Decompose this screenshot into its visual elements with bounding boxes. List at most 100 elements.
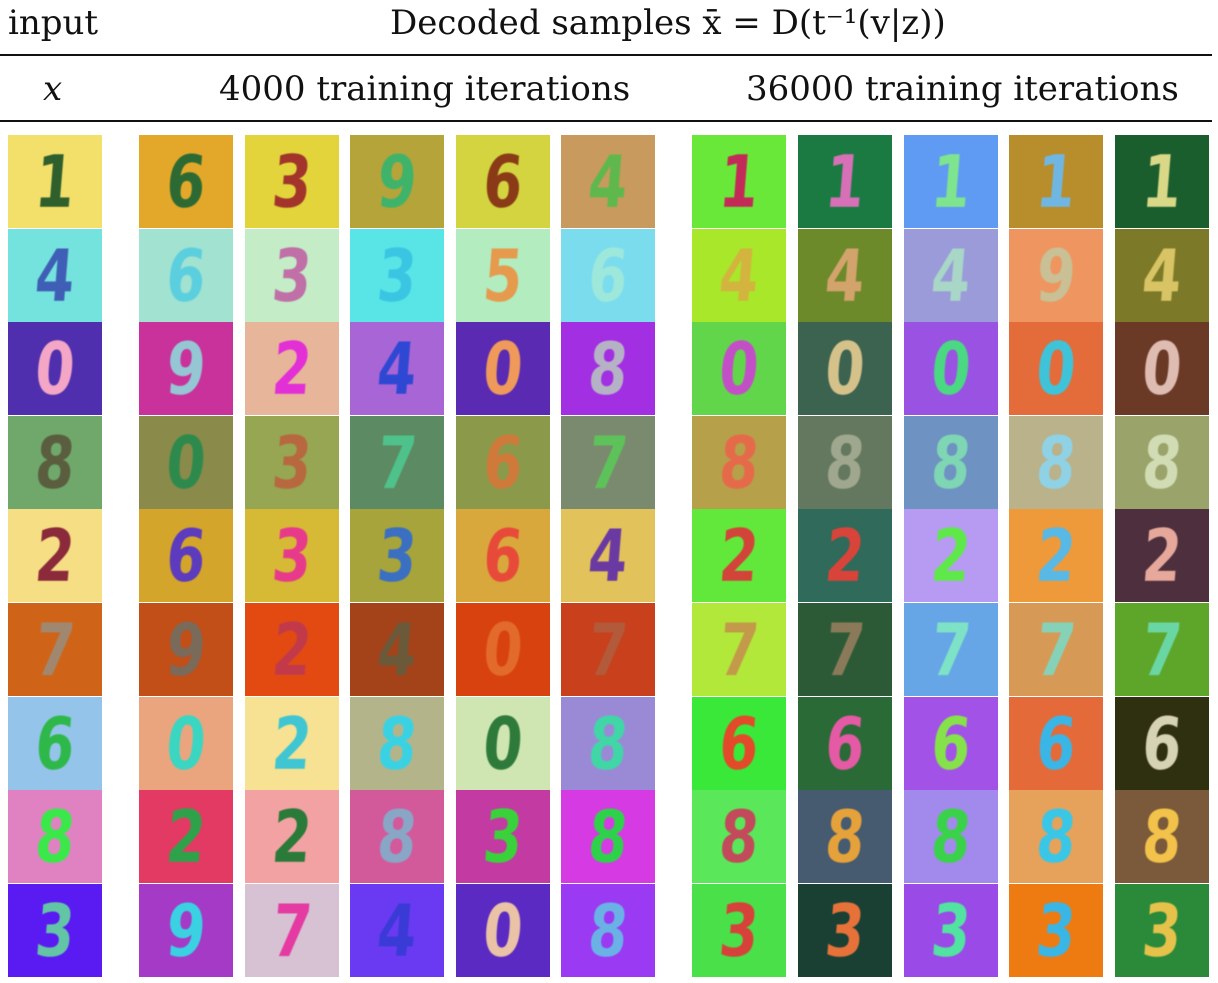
digit-glyph: 4 <box>374 607 420 692</box>
digit-glyph: 0 <box>480 326 526 411</box>
sample-4000-tile: 2 <box>245 603 339 696</box>
digit-glyph: 1 <box>1139 139 1185 224</box>
digit-glyph: 6 <box>480 420 526 505</box>
sample-4000-tile: 4 <box>350 322 444 415</box>
sample-4000-tile: 2 <box>139 790 233 883</box>
digit-glyph: 2 <box>269 794 315 879</box>
digit-glyph: 1 <box>1033 139 1079 224</box>
digit-glyph: 8 <box>1033 794 1079 879</box>
digit-glyph: 0 <box>480 607 526 692</box>
sample-4000-tile: 0 <box>139 697 233 790</box>
sample-36000-tile: 7 <box>1115 603 1209 696</box>
digit-glyph: 7 <box>585 420 631 505</box>
sample-4000-tile: 9 <box>139 884 233 977</box>
sample-36000-tile: 8 <box>1115 416 1209 509</box>
digit-glyph: 4 <box>374 888 420 973</box>
digit-glyph: 2 <box>822 513 868 598</box>
digit-glyph: 7 <box>716 607 762 692</box>
sample-36000-tile: 8 <box>1115 790 1209 883</box>
digit-glyph: 1 <box>716 139 762 224</box>
digit-glyph: 6 <box>585 233 631 318</box>
digit-glyph: 3 <box>32 888 78 973</box>
input-sample-tile: 6 <box>8 697 102 790</box>
sample-36000-tile: 6 <box>1009 697 1103 790</box>
sample-4000-tile: 2 <box>245 697 339 790</box>
digit-glyph: 1 <box>822 139 868 224</box>
digit-glyph: 6 <box>928 701 974 786</box>
sample-4000-tile: 8 <box>350 790 444 883</box>
digit-glyph: 3 <box>374 233 420 318</box>
sample-36000-tile: 1 <box>1115 135 1209 228</box>
digit-glyph: 2 <box>269 326 315 411</box>
sample-36000-tile: 7 <box>1009 603 1103 696</box>
digit-glyph: 2 <box>163 794 209 879</box>
sample-36000-tile: 6 <box>1115 697 1209 790</box>
digit-glyph: 4 <box>585 139 631 224</box>
sample-4000-tile: 8 <box>561 697 655 790</box>
digit-glyph: 2 <box>1033 513 1079 598</box>
sample-36000-tile: 8 <box>1009 790 1103 883</box>
sample-4000-tile: 4 <box>561 509 655 602</box>
digit-glyph: 3 <box>374 513 420 598</box>
digit-glyph: 3 <box>716 888 762 973</box>
sample-36000-tile: 8 <box>1009 416 1103 509</box>
digit-glyph: 8 <box>585 701 631 786</box>
sample-4000-tile: 3 <box>350 509 444 602</box>
x-column-header: x <box>43 69 63 109</box>
sample-36000-tile: 0 <box>904 322 998 415</box>
input-sample-tile: 8 <box>8 416 102 509</box>
sample-36000-tile: 8 <box>692 416 786 509</box>
sample-4000-tile: 3 <box>245 509 339 602</box>
sample-4000-tile: 7 <box>245 884 339 977</box>
sample-4000-tile: 3 <box>245 229 339 322</box>
sample-36000-tile: 3 <box>1115 884 1209 977</box>
input-sample-tile: 3 <box>8 884 102 977</box>
digit-glyph: 7 <box>374 420 420 505</box>
group-36000-header: 36000 training iterations <box>746 69 1179 109</box>
digit-glyph: 7 <box>928 607 974 692</box>
digit-glyph: 6 <box>1033 701 1079 786</box>
sample-36000-tile: 8 <box>798 416 892 509</box>
digit-glyph: 0 <box>822 326 868 411</box>
group-4000-header: 4000 training iterations <box>219 69 631 109</box>
digit-glyph: 4 <box>32 233 78 318</box>
sample-36000-tile: 9 <box>1009 229 1103 322</box>
digit-glyph: 2 <box>1139 513 1185 598</box>
sample-36000-tile: 4 <box>1115 229 1209 322</box>
sample-36000-tile: 2 <box>904 509 998 602</box>
digit-glyph: 6 <box>163 139 209 224</box>
digit-glyph: 6 <box>32 701 78 786</box>
sample-4000-tile: 9 <box>139 322 233 415</box>
sample-36000-tile: 6 <box>692 697 786 790</box>
sample-4000-tile: 4 <box>350 884 444 977</box>
digit-glyph: 1 <box>928 139 974 224</box>
digit-glyph: 8 <box>585 326 631 411</box>
sample-36000-tile: 3 <box>904 884 998 977</box>
sample-36000-tile: 3 <box>692 884 786 977</box>
sample-4000-tile: 6 <box>139 509 233 602</box>
digit-glyph: 0 <box>480 701 526 786</box>
sample-36000-tile: 1 <box>798 135 892 228</box>
digit-glyph: 3 <box>1033 888 1079 973</box>
digit-glyph: 0 <box>928 326 974 411</box>
digit-glyph: 9 <box>163 888 209 973</box>
digit-glyph: 6 <box>716 701 762 786</box>
input-column-header: input <box>8 3 99 43</box>
sample-36000-tile: 8 <box>904 790 998 883</box>
digit-glyph: 7 <box>1139 607 1185 692</box>
sample-4000-tile: 6 <box>456 135 550 228</box>
digit-glyph: 7 <box>32 607 78 692</box>
sample-36000-tile: 0 <box>692 322 786 415</box>
digit-glyph: 3 <box>822 888 868 973</box>
digit-glyph: 4 <box>1139 233 1185 318</box>
digit-glyph: 4 <box>716 233 762 318</box>
digit-glyph: 3 <box>928 888 974 973</box>
digit-glyph: 0 <box>163 420 209 505</box>
digit-glyph: 8 <box>1033 420 1079 505</box>
sample-4000-tile: 7 <box>561 603 655 696</box>
sample-4000-tile: 0 <box>456 603 550 696</box>
sample-4000-tile: 6 <box>139 135 233 228</box>
digit-glyph: 4 <box>822 233 868 318</box>
digit-glyph: 9 <box>163 607 209 692</box>
sample-36000-tile: 0 <box>1115 322 1209 415</box>
